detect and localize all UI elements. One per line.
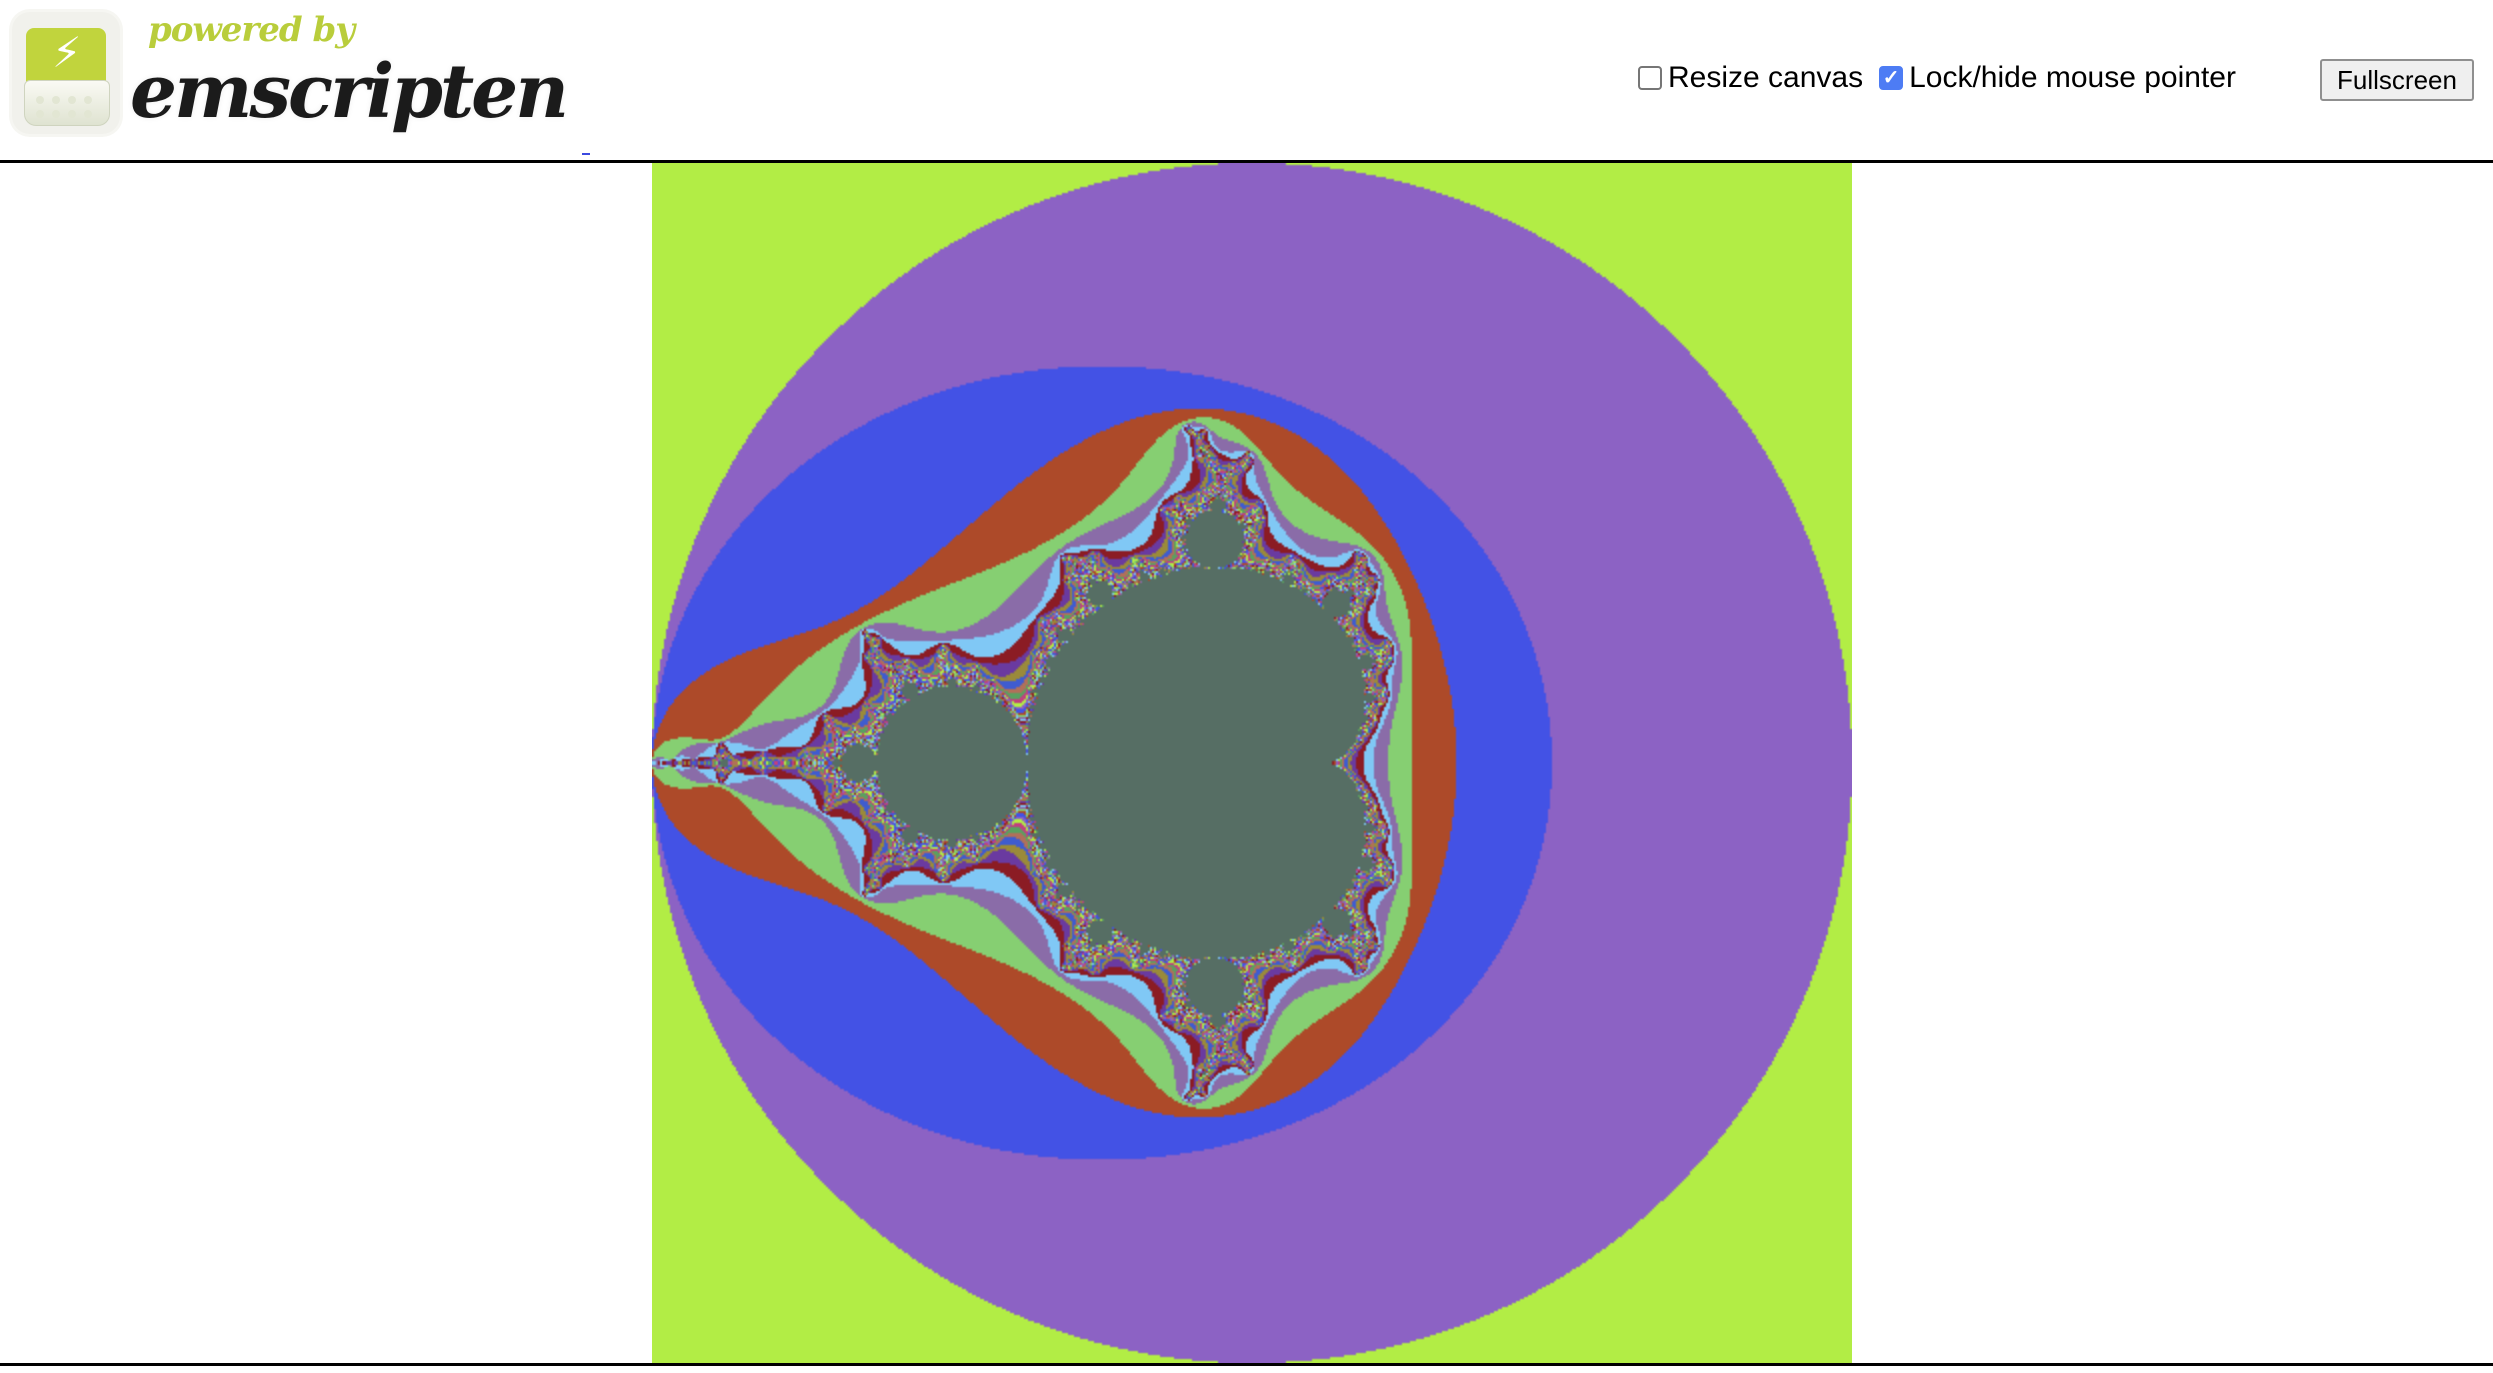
controls-bar: Resize canvas ✓ Lock/hide mouse pointer <box>1636 58 2250 98</box>
bottom-divider <box>0 1363 2493 1366</box>
emscripten-battery-icon: ⚡︎ <box>12 12 120 134</box>
resize-canvas-checkbox[interactable] <box>1638 66 1662 90</box>
emscripten-logo: ⚡︎ powered by emscripten <box>8 8 569 138</box>
mandelbrot-canvas[interactable] <box>652 163 1852 1363</box>
top-divider <box>0 160 2493 163</box>
lightning-bolt-icon: ⚡︎ <box>52 29 82 76</box>
lock-pointer-checkbox[interactable]: ✓ <box>1879 66 1904 90</box>
logo-powered-by: powered by <box>148 10 355 50</box>
lock-pointer-label[interactable]: Lock/hide mouse pointer <box>1909 61 2236 94</box>
fullscreen-button[interactable]: Fullscreen <box>2320 59 2474 101</box>
empty-link[interactable] <box>582 153 590 155</box>
logo-wordmark: emscripten <box>130 49 569 135</box>
resize-canvas-label[interactable]: Resize canvas <box>1668 61 1864 94</box>
